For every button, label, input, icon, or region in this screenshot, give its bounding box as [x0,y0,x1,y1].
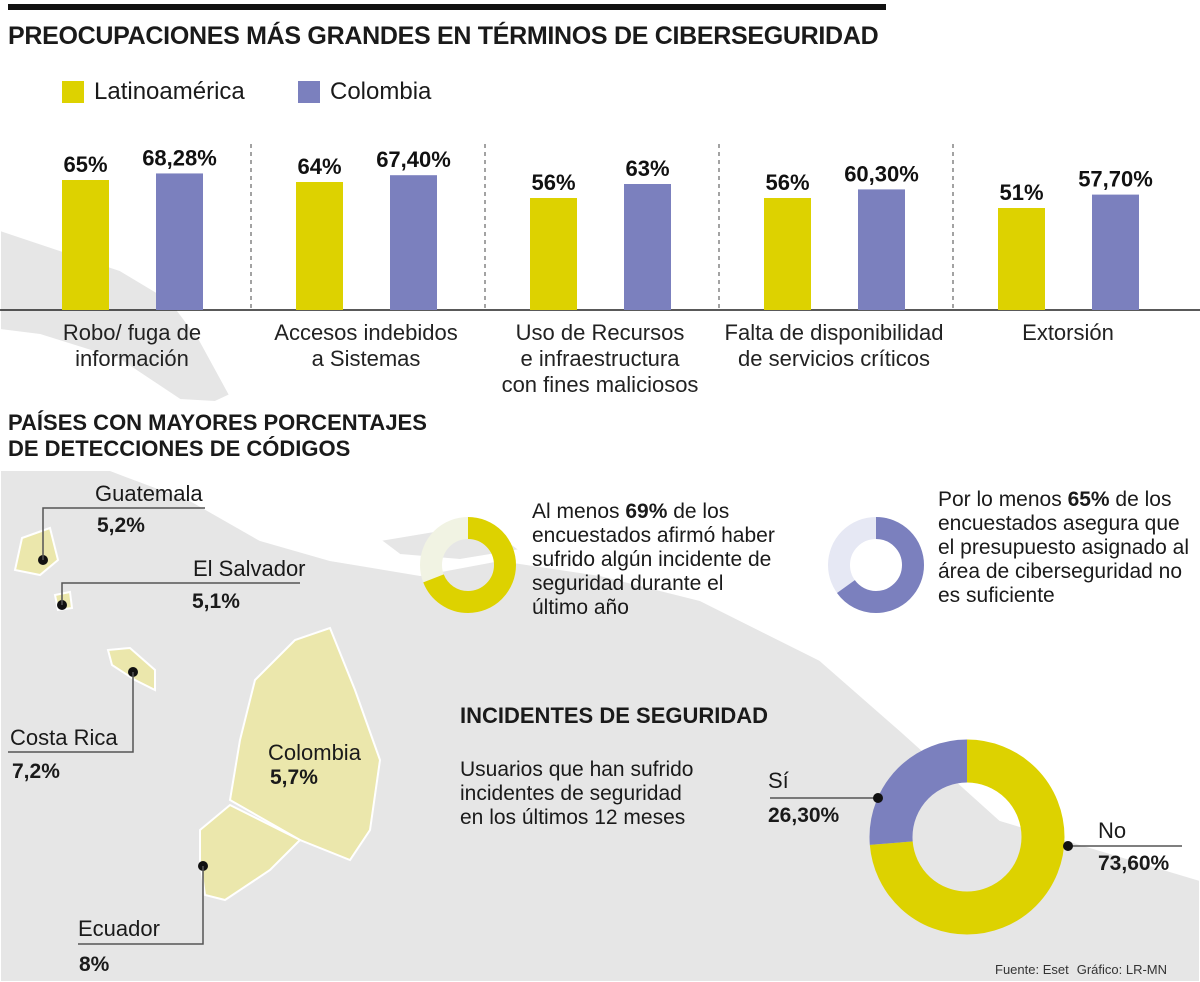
legend-latam: Latinoamérica [62,78,245,106]
bar-latam-2 [530,198,577,310]
slice-value-si: 26,30% [768,804,840,827]
stat-donut-65-arc [828,517,924,613]
legend-swatch-latam [62,81,84,103]
stat-text-69: Al menos 69% de los encuestados afirmó h… [532,500,782,620]
legend-label-latam: Latinoamérica [94,78,245,105]
bar-latam-3 [764,198,811,310]
country-name-colombia: Colombia [268,740,361,765]
countries-title-line-1: PAÍSES CON MAYORES PORCENTAJES [8,410,427,435]
incidents-title: INCIDENTES DE SEGURIDAD [460,703,769,728]
slice-value-no: 73,60% [1098,852,1170,875]
bar-latam-1 [296,182,343,310]
slice-label-si: Sí [768,768,789,793]
stat-text-69-post: de los encuestados afirmó haber sufrido … [532,500,775,619]
category-label-3-0: Falta de disponibilidad [725,320,944,345]
category-label-2-2: con fines maliciosos [502,372,699,397]
country-name-guatemala: Guatemala [95,481,203,506]
category-label-0-0: Robo/ fuga de [63,320,201,345]
stat-text-65-post: de los encuestados asegura que el presup… [938,488,1190,607]
data-label-colombia-4: 57,70% [1078,167,1153,192]
category-label-2-0: Uso de Recursos [516,320,685,345]
data-label-colombia-2: 63% [625,156,669,181]
data-label-latam-1: 64% [297,154,341,179]
country-guatemala-shape [13,526,60,577]
stat-donut-69 [420,517,516,613]
stat-text-65: Por lo menos 65% de los encuestados aseg… [938,488,1196,608]
data-label-colombia-1: 67,40% [376,147,451,172]
slice-si [869,739,1065,935]
land-north [0,228,232,404]
country-name-ecuador: Ecuador [78,916,160,941]
country-name-elsalvador: El Salvador [193,556,306,581]
data-label-latam-4: 51% [999,180,1043,205]
category-label-3-1: de servicios críticos [738,346,930,371]
leader-elsalvador [61,582,300,605]
category-label-4-0: Extorsión [1022,320,1114,345]
title-rule [8,4,886,10]
bar-latam-4 [998,208,1045,310]
incidents-subtitle: Usuarios que han sufrido incidentes de s… [460,758,694,829]
country-colombia-shape [228,626,382,862]
slice-label-no: No [1098,818,1127,843]
country-value-elsalvador: 5,1% [192,590,240,613]
data-label-colombia-0: 68,28% [142,145,217,170]
country-name-costarica: Costa Rica [10,725,118,750]
source-fuente: Fuente: Eset [995,962,1069,977]
country-value-costarica: 7,2% [12,760,60,783]
bar-colombia-1 [390,175,437,310]
bar-colombia-3 [858,189,905,310]
country-value-guatemala: 5,2% [97,514,145,537]
stat-donut-65 [828,517,924,613]
data-label-latam-0: 65% [63,152,107,177]
bar-colombia-0 [156,173,203,310]
legend-swatch-colombia [298,81,320,103]
bar-colombia-4 [1092,194,1139,310]
stat-text-65-bold: 65% [1067,488,1110,511]
countries-title-line-2: DE DETECCIONES DE CÓDIGOS [8,436,351,461]
leader-ecuador [78,866,204,945]
stat-text-69-pre: Al menos [532,500,626,523]
bar-colombia-2 [624,184,671,310]
incidents-donut [869,739,1065,935]
stat-text-69-bold: 69% [625,500,668,523]
category-label-0-1: información [75,346,189,371]
source-note: Fuente: Eset Gráfico: LR-MN [995,962,1167,977]
legend-colombia: Colombia [298,78,431,106]
stat-donut-69-arc [420,517,516,613]
country-value-colombia: 5,7% [270,766,318,789]
leader-costarica [8,672,134,753]
country-value-ecuador: 8% [79,953,110,976]
data-label-latam-2: 56% [531,170,575,195]
chart-title: PREOCUPACIONES MÁS GRANDES EN TÉRMINOS D… [8,22,879,50]
category-label-1-1: a Sistemas [312,346,421,371]
category-label-2-1: e infraestructura [521,346,681,371]
source-grafico: Gráfico: LR-MN [1076,962,1168,977]
legend-label-colombia: Colombia [330,78,432,105]
countries-title: PAÍSES CON MAYORES PORCENTAJES DE DETECC… [8,410,427,462]
stat-text-65-pre: Por lo menos [938,488,1068,511]
data-label-latam-3: 56% [765,170,809,195]
category-label-1-0: Accesos indebidos [274,320,457,345]
bar-latam-0 [62,180,109,310]
leader-guatemala [42,507,205,560]
data-label-colombia-3: 60,30% [844,161,919,186]
